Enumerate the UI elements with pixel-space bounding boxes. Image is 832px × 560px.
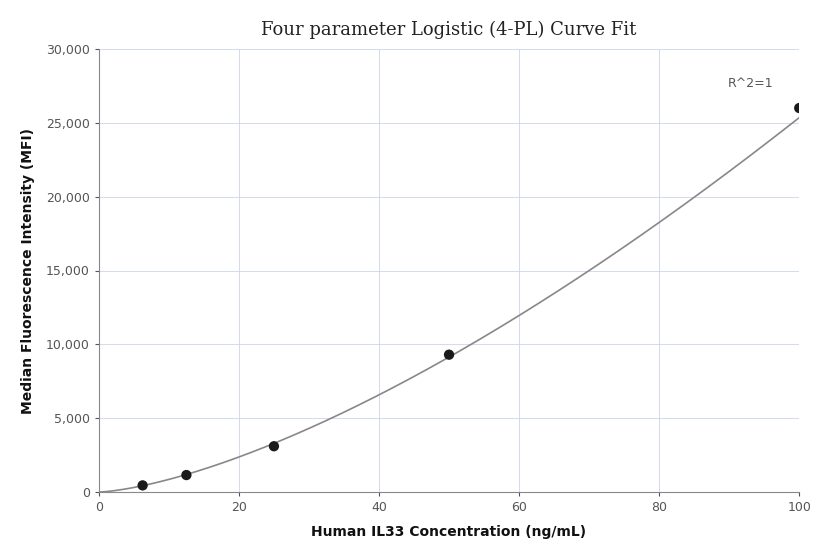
X-axis label: Human IL33 Concentration (ng/mL): Human IL33 Concentration (ng/mL) [311,525,587,539]
Point [793,104,806,113]
Point [443,350,456,359]
Point [180,470,193,479]
Title: Four parameter Logistic (4-PL) Curve Fit: Four parameter Logistic (4-PL) Curve Fit [261,21,636,39]
Point [267,442,280,451]
Y-axis label: Median Fluorescence Intensity (MFI): Median Fluorescence Intensity (MFI) [21,128,35,413]
Text: R^2=1: R^2=1 [727,77,773,90]
Point [136,481,149,490]
